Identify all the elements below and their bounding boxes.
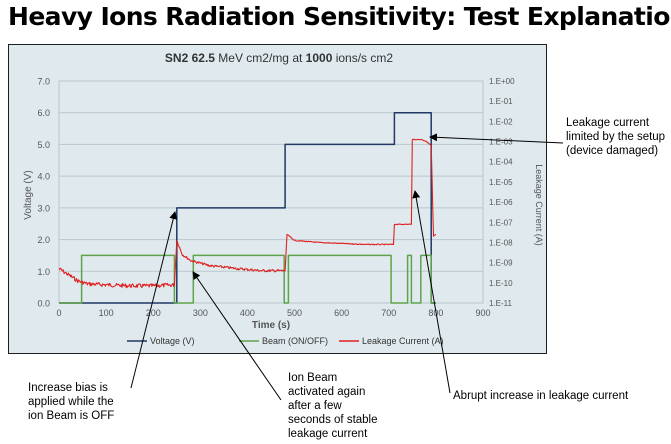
- axes-layer: 0.0 1.0 2.0 3.0 4.0 5.0 6.0 7.0 1.E-11 1.E-10 1.E-…: [37, 77, 515, 319]
- y-right-tick-label: 1.E-11: [489, 299, 513, 308]
- x-tick-label: 0: [56, 308, 61, 318]
- chart-title-let-unit: MeV cm2/mg at: [215, 51, 306, 65]
- y-right-tick-label: 1.E-09: [489, 259, 513, 268]
- x-tick-label: 600: [334, 308, 349, 318]
- y-axis-label-right: Leakage Current (A): [534, 164, 544, 246]
- y-left-tick-label: 5.0: [37, 140, 50, 150]
- y-left-tick-label: 2.0: [37, 235, 50, 245]
- chart-title-flux-value: 1000: [306, 51, 333, 65]
- y-right-tick-label: 1.E-04: [489, 158, 513, 167]
- x-tick-label: 500: [287, 308, 302, 318]
- chart-title: SN2 62.5 MeV cm2/mg at 1000 ions/s cm2: [165, 51, 393, 65]
- y-right-tick-label: 1.E-08: [489, 238, 513, 247]
- x-tick-label: 300: [193, 308, 208, 318]
- chart-svg: SN2 62.5 MeV cm2/mg at 1000 ions/s cm2 0…: [23, 51, 544, 346]
- chart-title-prefix: SN2: [165, 51, 192, 65]
- chart-frame: SN2 62.5 MeV cm2/mg at 1000 ions/s cm2 0…: [8, 44, 547, 354]
- y-right-tick-label: 1.E-03: [489, 138, 513, 147]
- y-right-tick-label: 1.E-01: [489, 97, 513, 106]
- chart-title-let-value: 62.5: [192, 51, 216, 65]
- y-right-tick-label: 1.E+00: [489, 77, 515, 86]
- y-left-tick-label: 1.0: [37, 267, 50, 277]
- y-right-tick-label: 1.E-06: [489, 198, 513, 207]
- x-axis-label: Time (s): [252, 320, 290, 331]
- y-right-tick-label: 1.E-07: [489, 218, 513, 227]
- x-tick-label: 400: [240, 308, 255, 318]
- x-tick-label: 800: [428, 308, 443, 318]
- annotation-increase-bias: Increase bias is applied while the ion B…: [28, 382, 115, 422]
- legend: Voltage (V) Beam (ON/OFF) Leakage Current …: [127, 336, 444, 346]
- series-line-2: [58, 138, 437, 289]
- annotation-abrupt-increase: Abrupt increase in leakage current: [453, 390, 629, 402]
- legend-label: Voltage (V): [150, 336, 195, 346]
- y-right-tick-label: 1.E-10: [489, 279, 513, 288]
- x-tick-label: 700: [381, 308, 396, 318]
- chart-title-flux-unit: ions/s cm2: [332, 51, 393, 65]
- y-left-tick-label: 6.0: [37, 108, 50, 118]
- y-right-tick-label: 1.E-05: [489, 178, 513, 187]
- y-left-tick-label: 0.0: [37, 299, 50, 309]
- x-tick-label: 200: [146, 308, 161, 318]
- legend-label: Beam (ON/OFF): [262, 336, 328, 346]
- y-axis-label-left: Voltage (V): [23, 170, 34, 219]
- x-tick-label: 100: [99, 308, 114, 318]
- annotation-leakage-limited: Leakage current limited by the setup (de…: [566, 117, 666, 157]
- y-right-tick-label: 1.E-02: [489, 117, 513, 126]
- annotation-ion-beam: Ion Beam activated again after a few sec…: [288, 372, 378, 440]
- y-left-tick-label: 3.0: [37, 203, 50, 213]
- y-left-tick-label: 4.0: [37, 172, 50, 182]
- y-left-tick-label: 7.0: [37, 77, 50, 87]
- legend-label: Leakage Current (A): [362, 336, 444, 346]
- slide-title: Heavy Ions Radiation Sensitivity: Test E…: [8, 2, 671, 31]
- x-tick-label: 900: [475, 308, 490, 318]
